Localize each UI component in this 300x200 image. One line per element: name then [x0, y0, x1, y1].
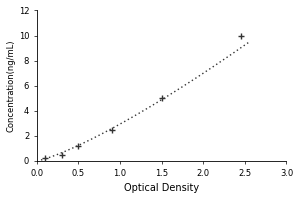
- Y-axis label: Concentration(ng/mL): Concentration(ng/mL): [7, 39, 16, 132]
- X-axis label: Optical Density: Optical Density: [124, 183, 199, 193]
